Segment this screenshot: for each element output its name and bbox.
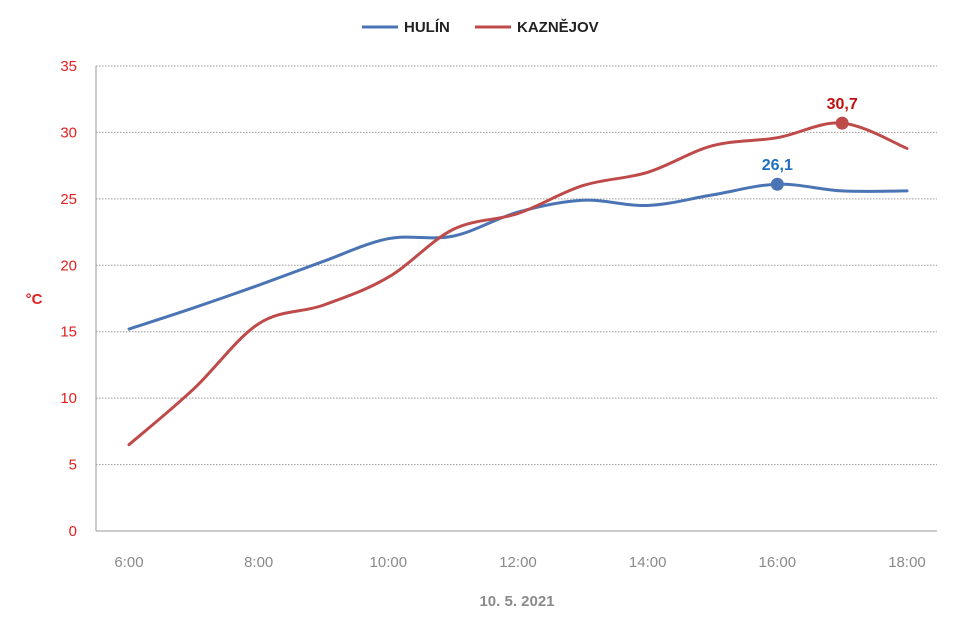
- axes: [95, 66, 937, 532]
- x-axis-ticks: 6:00 8:00 10:00 12:00 14:00 16:00 18:00: [114, 554, 925, 571]
- x-tick-label: 14:00: [629, 554, 667, 571]
- highlight-point-0: [770, 177, 784, 191]
- x-tick-label: 10:00: [370, 554, 408, 571]
- data-label-1: 30,7: [827, 96, 858, 113]
- x-tick-label: 12:00: [499, 554, 537, 571]
- y-tick-label: 20: [60, 257, 77, 274]
- legend-label-hulin: HULÍN: [404, 19, 450, 36]
- highlight-markers: 26,1 30,7: [762, 96, 858, 191]
- y-tick-label: 35: [60, 58, 77, 75]
- y-tick-label: 0: [69, 523, 77, 540]
- legend-label-kaznejov: KAZNĚJOV: [517, 18, 599, 36]
- x-tick-label: 6:00: [114, 554, 143, 571]
- x-tick-label: 8:00: [244, 554, 273, 571]
- series-line-1: [127, 121, 909, 447]
- y-tick-label: 15: [60, 324, 77, 341]
- x-axis-label: 10. 5. 2021: [479, 593, 554, 610]
- y-tick-label: 30: [60, 124, 77, 141]
- data-label-0: 26,1: [762, 157, 793, 174]
- x-tick-label: 18:00: [888, 554, 926, 571]
- y-tick-label: 5: [69, 457, 77, 474]
- series-line-0: [127, 182, 909, 331]
- legend: HULÍN KAZNĚJOV: [362, 18, 599, 36]
- y-axis-label: °C: [26, 291, 43, 308]
- gridlines: [96, 65, 937, 466]
- y-axis-ticks: 0 5 10 15 20 25 30 35: [60, 58, 77, 540]
- y-tick-label: 25: [60, 191, 77, 208]
- highlight-point-1: [835, 116, 849, 130]
- x-tick-label: 16:00: [759, 554, 797, 571]
- y-tick-label: 10: [60, 390, 77, 407]
